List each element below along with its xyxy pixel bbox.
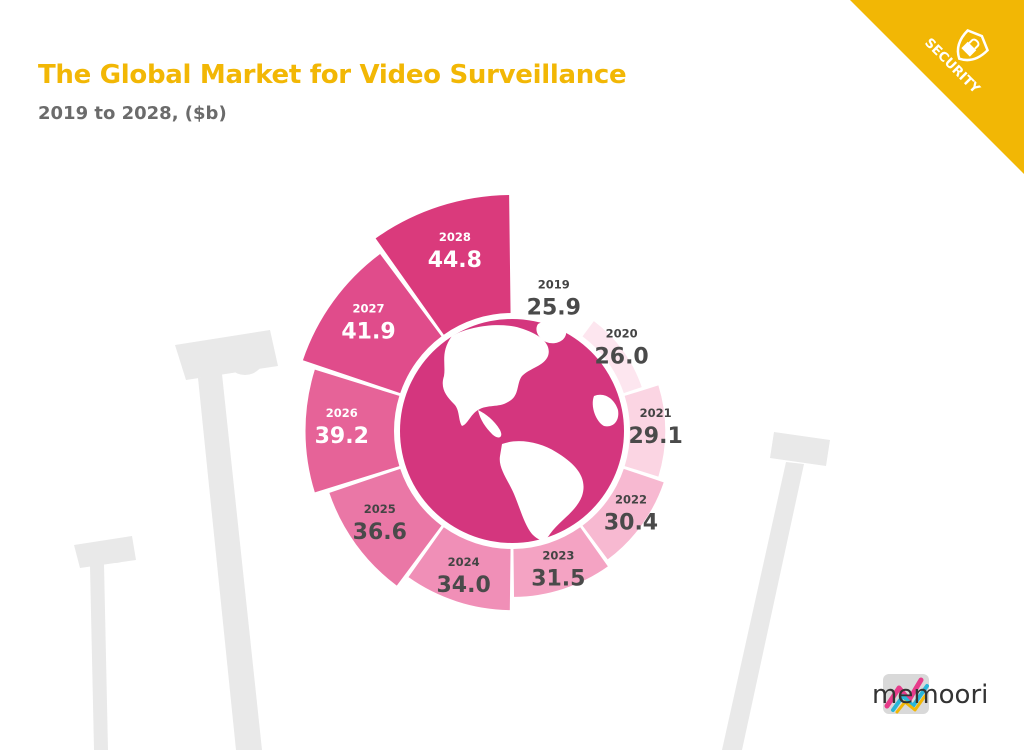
segment-2022 (582, 468, 664, 560)
year-label-2024: 2024 (448, 555, 480, 569)
year-label-2026: 2026 (326, 406, 358, 420)
camera-left-small-icon (74, 536, 136, 750)
segment-2019 (513, 294, 591, 335)
continent-africa (592, 394, 619, 427)
value-label-2028: 44.8 (428, 248, 482, 273)
value-label-2019: 25.9 (527, 295, 581, 320)
segment-2027 (302, 254, 442, 394)
segment-2023 (513, 527, 608, 597)
value-label-2025: 36.6 (353, 520, 407, 545)
camera-right-icon (722, 432, 830, 750)
year-label-2019: 2019 (538, 277, 570, 291)
continent-north-america (442, 325, 549, 426)
segment-2021 (624, 385, 666, 477)
year-label-2022: 2022 (615, 492, 647, 506)
continent-south-america (499, 441, 584, 541)
value-label-2024: 34.0 (436, 573, 490, 598)
year-label-2028: 2028 (439, 230, 471, 244)
memoori-logo-icon (883, 674, 929, 714)
continent-central-america (478, 410, 502, 438)
continent-greenland (536, 320, 567, 344)
chart-title: The Global Market for Video Surveillance (38, 60, 627, 90)
year-label-2020: 2020 (606, 326, 638, 340)
globe-icon (400, 319, 624, 543)
camera-left-large-icon (175, 330, 278, 750)
value-label-2020: 26.0 (594, 344, 648, 369)
value-label-2027: 41.9 (341, 320, 395, 345)
chart-subtitle: 2019 to 2028, ($b) (38, 103, 227, 124)
value-label-2023: 31.5 (531, 567, 585, 592)
segment-2020 (582, 321, 642, 394)
value-label-2026: 39.2 (315, 424, 369, 449)
year-label-2025: 2025 (364, 502, 396, 516)
value-label-2021: 29.1 (629, 424, 683, 449)
segment-2025 (329, 468, 442, 586)
year-label-2023: 2023 (542, 549, 574, 563)
year-label-2021: 2021 (640, 406, 672, 420)
segment-2024 (408, 527, 511, 611)
brand-name: memoori (872, 680, 989, 710)
badge-triangle (850, 0, 1024, 174)
shield-lock-icon (956, 28, 990, 62)
segment-2026 (305, 369, 400, 493)
value-label-2022: 30.4 (604, 510, 658, 535)
year-label-2027: 2027 (353, 302, 385, 316)
security-badge: SECURITY (850, 0, 1024, 174)
segment-2028 (375, 195, 511, 335)
